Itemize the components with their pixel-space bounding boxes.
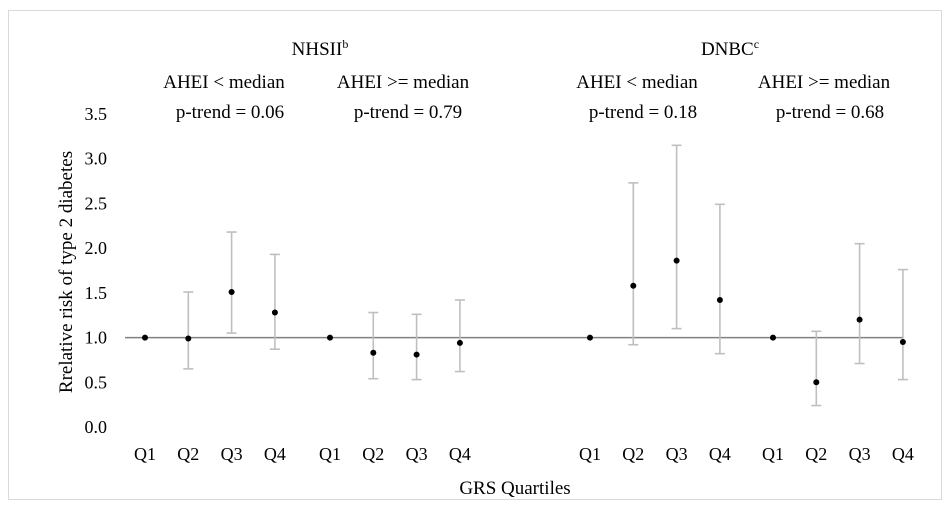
chart-marks <box>142 144 908 407</box>
data-point <box>587 334 593 341</box>
data-point <box>271 309 278 316</box>
group-label: AHEI >= median <box>337 72 470 93</box>
cohort-title: NHSIIb <box>292 37 349 60</box>
y-tick-label: 2.5 <box>85 193 108 213</box>
data-point <box>813 379 820 386</box>
x-tick-label: Q1 <box>134 444 156 464</box>
group-label: AHEI < median <box>576 72 698 93</box>
x-tick-label: Q1 <box>579 444 601 464</box>
cohort-title-superscript: c <box>754 37 759 51</box>
data-point <box>899 339 906 346</box>
x-tick-label: Q2 <box>622 444 644 464</box>
y-axis: 0.0 0.5 1.0 1.5 2.0 2.5 3.0 3.5 <box>85 104 108 437</box>
x-tick-label: Q3 <box>406 444 428 464</box>
x-tick-label: Q4 <box>449 444 471 464</box>
group-label: AHEI < median <box>163 72 285 93</box>
x-axis-label: GRS Quartiles <box>459 478 570 499</box>
data-point <box>856 316 863 323</box>
y-axis-label: Rrelative risk of type 2 diabetes <box>56 151 77 393</box>
x-tick-label: Q2 <box>177 444 199 464</box>
x-tick-label: Q4 <box>264 444 286 464</box>
y-tick-label: 0.0 <box>85 417 108 437</box>
group-4 <box>770 242 908 407</box>
x-tick-label: Q2 <box>805 444 827 464</box>
p-trend-label: p-trend = 0.18 <box>589 102 697 123</box>
x-tick-label: Q3 <box>221 444 243 464</box>
x-tick-label: Q1 <box>319 444 341 464</box>
y-tick-label: 1.0 <box>85 328 108 348</box>
y-tick-label: 2.0 <box>85 238 108 258</box>
p-trend-label: p-trend = 0.79 <box>354 102 462 123</box>
data-point <box>770 334 776 341</box>
data-point <box>185 335 192 342</box>
y-tick-label: 3.5 <box>85 104 108 124</box>
p-trend-label: p-trend = 0.68 <box>776 102 884 123</box>
data-point <box>327 334 333 341</box>
x-axis-ticks: Q1 Q2 Q3 Q4 Q1 Q2 Q3 Q4 Q1 Q2 Q3 Q4 Q1 Q2 Q3 Q4 <box>134 444 914 464</box>
group-label: AHEI >= median <box>758 72 891 93</box>
x-tick-label: Q3 <box>666 444 688 464</box>
cohort-title: DNBCc <box>701 37 759 60</box>
x-tick-label: Q3 <box>849 444 871 464</box>
y-tick-label: 1.5 <box>85 283 108 303</box>
y-tick-label: 0.5 <box>85 372 108 392</box>
data-point <box>456 339 463 346</box>
data-point <box>673 257 680 264</box>
data-point <box>142 334 148 341</box>
x-tick-label: Q1 <box>762 444 784 464</box>
chart-frame <box>8 10 942 500</box>
x-tick-label: Q4 <box>709 444 731 464</box>
data-point <box>716 297 723 304</box>
cohort-title-superscript: b <box>342 37 348 51</box>
data-point <box>413 351 420 358</box>
p-trend-label: p-trend = 0.06 <box>176 102 284 123</box>
group-2 <box>327 299 465 381</box>
data-point <box>370 349 377 356</box>
y-tick-label: 3.0 <box>85 149 108 169</box>
x-tick-label: Q2 <box>362 444 384 464</box>
data-point <box>228 288 235 295</box>
data-point <box>630 282 637 289</box>
group-3 <box>587 144 725 355</box>
group-1 <box>142 231 280 370</box>
x-tick-label: Q4 <box>892 444 914 464</box>
